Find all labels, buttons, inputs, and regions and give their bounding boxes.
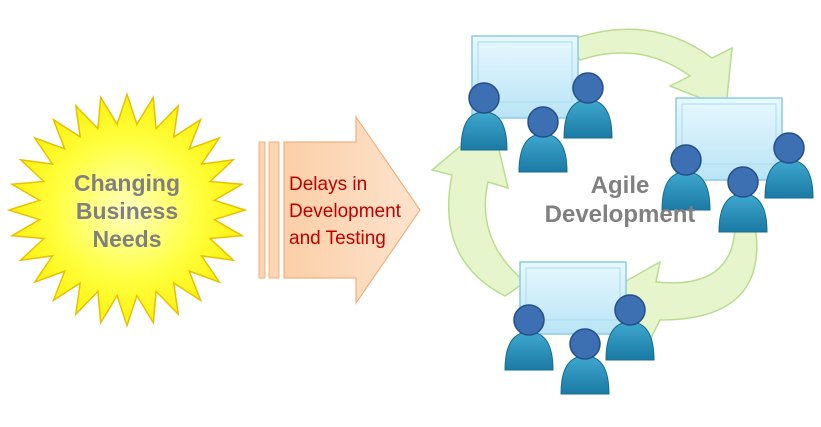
arrow-text-line-3: and Testing <box>289 228 386 249</box>
changing-business-needs-burst: Changing Business Needs <box>6 92 248 328</box>
agile-text-line-2: Development <box>545 201 696 228</box>
person-icon <box>563 72 613 139</box>
person-icon <box>764 132 814 199</box>
person-icon <box>605 294 655 361</box>
agile-cycle: Agile Development <box>430 28 814 395</box>
team-bottom <box>504 261 655 395</box>
person-icon <box>661 144 711 211</box>
arrow-stripe-2 <box>268 141 280 279</box>
arrow-text-line-2: Development <box>289 201 402 222</box>
person-icon <box>560 328 610 395</box>
starburst-shape <box>6 92 248 328</box>
team-right <box>661 97 814 233</box>
delays-arrow: Delays in Development and Testing <box>258 115 421 305</box>
person-icon <box>518 106 568 173</box>
cycle-arrow-top <box>563 28 733 110</box>
person-icon <box>504 304 554 371</box>
burst-text-line-1: Changing <box>74 170 180 196</box>
arrow-text-line-1: Delays in <box>289 174 367 195</box>
burst-text-line-3: Needs <box>92 226 161 252</box>
arrow-body <box>283 115 421 305</box>
person-icon <box>718 166 768 233</box>
person-icon <box>460 82 508 151</box>
team-top-left <box>460 35 613 173</box>
burst-text-line-2: Business <box>76 198 178 224</box>
arrow-stripe-1 <box>258 141 266 279</box>
agile-text-line-1: Agile <box>591 172 650 199</box>
